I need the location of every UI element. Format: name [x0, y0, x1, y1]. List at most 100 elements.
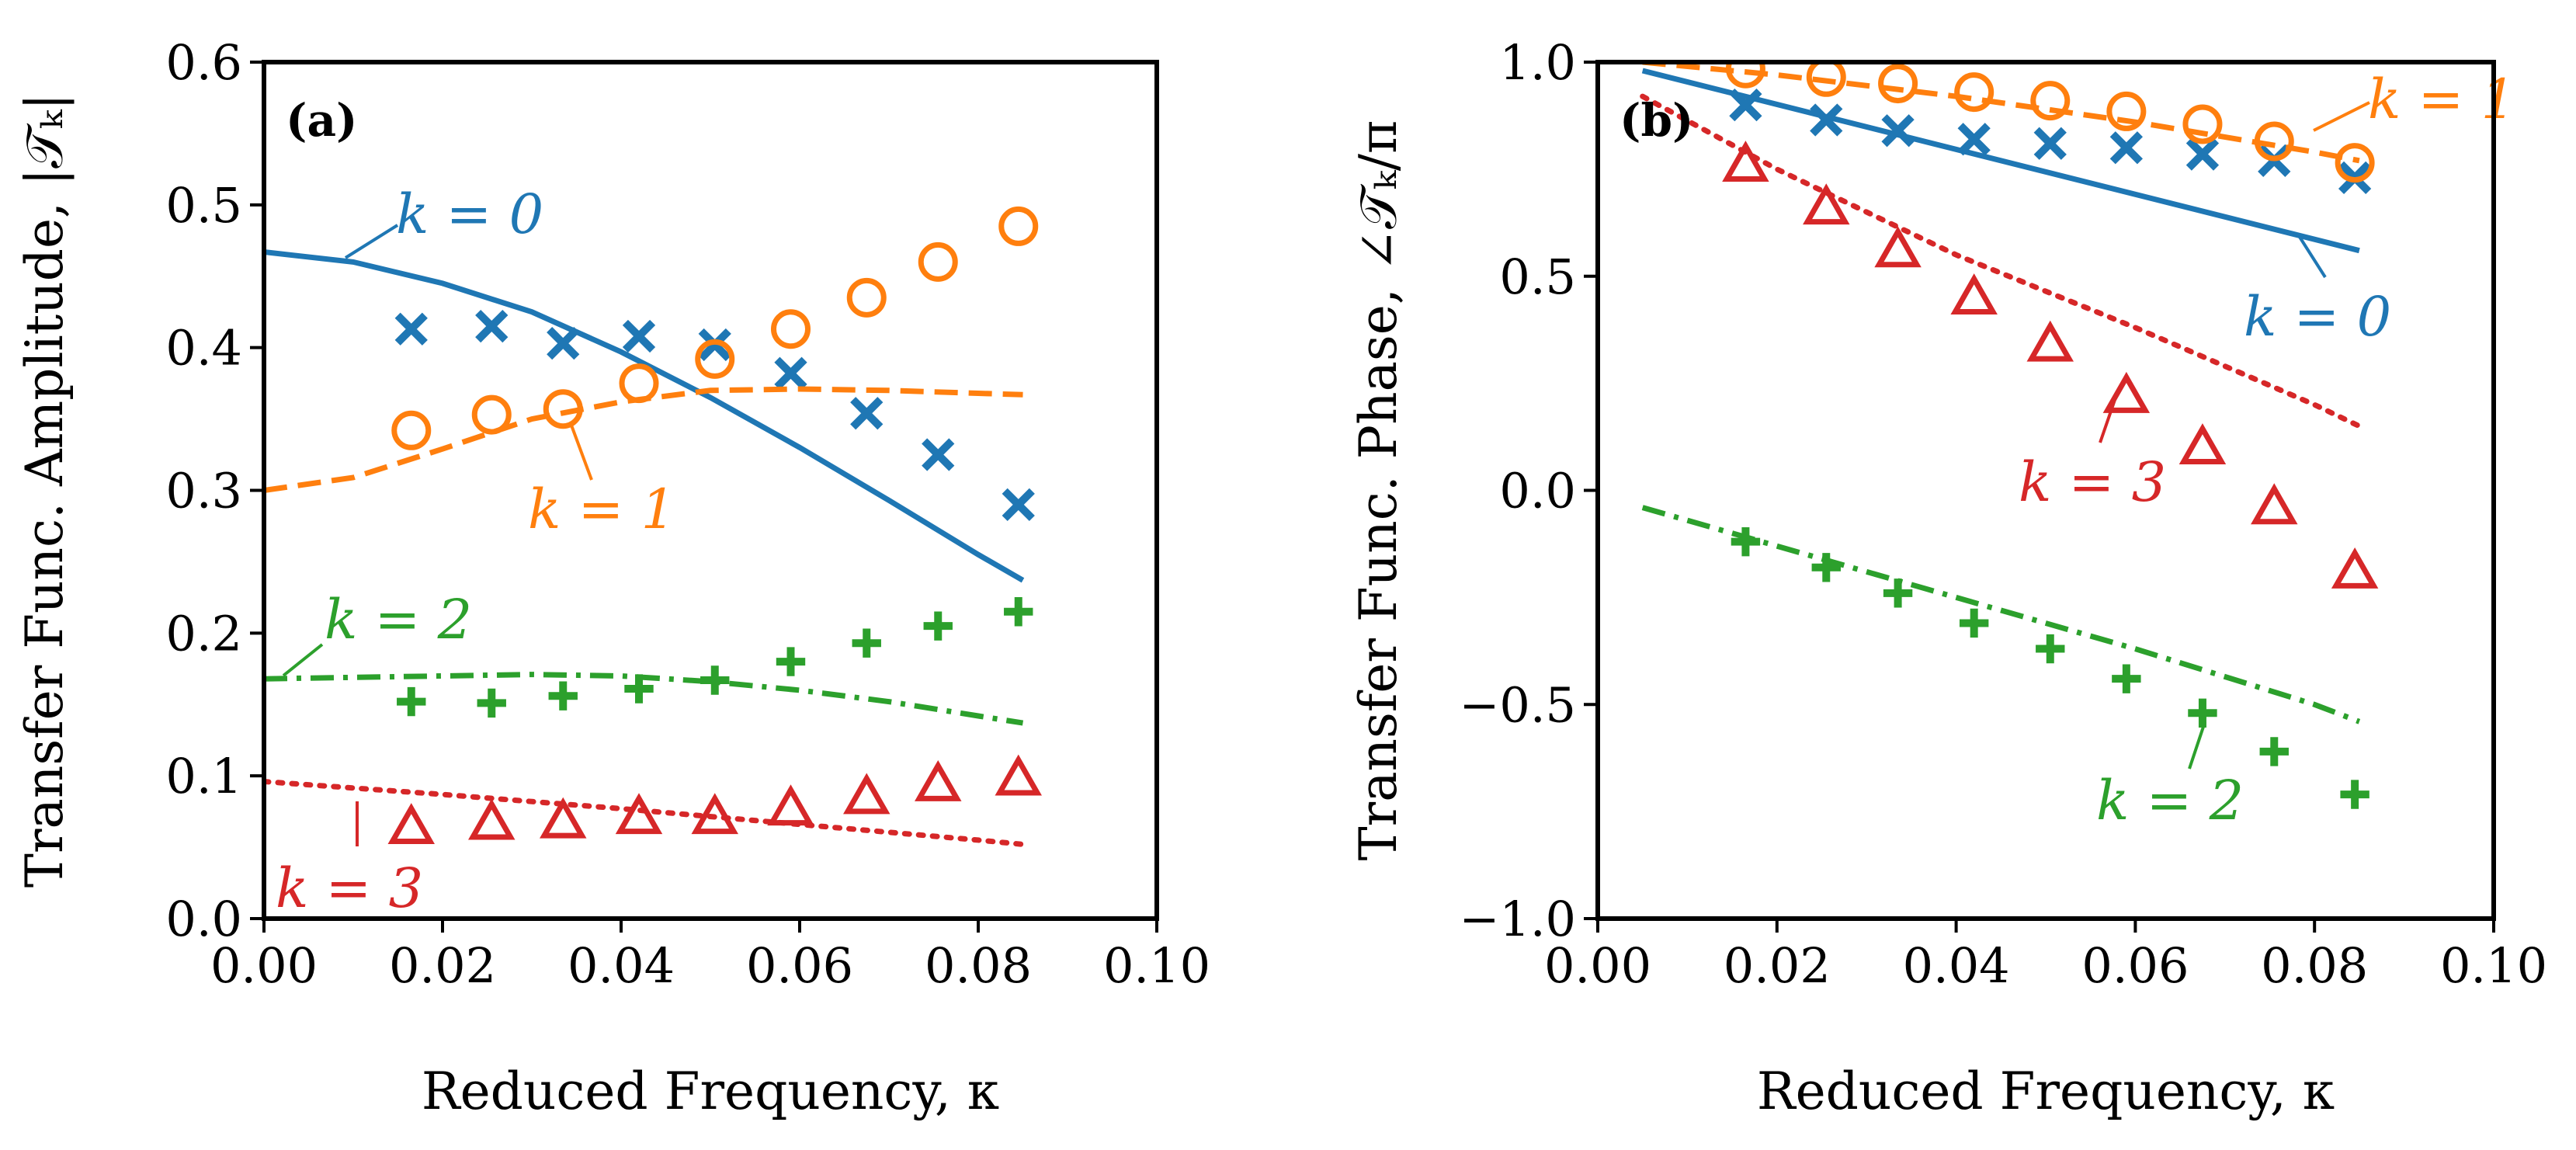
- marker-a-k2-4: [700, 665, 730, 695]
- series-label-b-k2: k = 2: [2096, 769, 2244, 832]
- plot-area-b: [1640, 62, 2379, 809]
- marker-b-k2-5: [2112, 664, 2141, 693]
- marker-b-k3-3: [1950, 273, 1998, 314]
- marker-a-k1-3: [619, 363, 659, 404]
- marker-a-k3-2: [540, 797, 587, 839]
- marker-b-k2-2: [1883, 578, 1913, 608]
- marker-b-k1-6: [2182, 104, 2223, 144]
- marker-b-k1-3: [1954, 72, 1994, 113]
- x-tick-label-b-3: 0.06: [2081, 937, 2189, 994]
- marker-a-k1-5: [771, 309, 811, 349]
- marker-b-k2-1: [1811, 553, 1841, 582]
- marker-b-k1-0: [1725, 62, 1765, 89]
- x-tick-label-a-3: 0.06: [746, 937, 853, 994]
- marker-a-k2-3: [624, 674, 654, 704]
- marker-a-k1-8: [998, 206, 1039, 246]
- panel-a: 0.00 0.02 0.04 0.06 0.08 0.10 0.0 0.1 0.2 0.3 0.4 0…: [15, 34, 1210, 1121]
- x-tick-label-a-2: 0.04: [568, 937, 675, 994]
- y-tick-label-b-4: 1.0: [1499, 34, 1576, 91]
- label-leader-a-k1: [569, 422, 593, 481]
- series-line-a-k3: [264, 779, 1026, 847]
- marker-b-k3-5: [2102, 371, 2151, 413]
- marker-b-k3-8: [2331, 547, 2379, 589]
- plot-area-a: [264, 206, 1042, 847]
- series-label-a-k3: k = 3: [276, 856, 423, 920]
- marker-b-k1-5: [2106, 91, 2147, 131]
- marker-a-k0-0: [394, 312, 428, 346]
- marker-b-k3-0: [1722, 141, 1769, 182]
- marker-a-k2-5: [776, 647, 806, 676]
- axes-frame-a: [262, 60, 1159, 921]
- y-axis-title-b: Transfer Func. Phase, ∠𝒯ₖ/π: [1349, 120, 1408, 861]
- x-axis-title-a: Reduced Frequency, κ: [422, 1061, 999, 1121]
- x-tick-label-a-1: 0.02: [389, 937, 496, 994]
- marker-b-k2-3: [1959, 608, 1989, 638]
- label-leader-b-k1: [2313, 101, 2370, 132]
- x-tick-label-a-0: 0.00: [210, 937, 318, 994]
- y-axis-title-a: Transfer Func. Amplitude, |𝒯ₖ|: [15, 93, 75, 888]
- x-tick-label-a-5: 0.10: [1103, 937, 1210, 994]
- marker-b-k2-4: [2036, 634, 2065, 664]
- marker-b-k1-4: [2030, 81, 2071, 121]
- marker-b-k0-2: [1881, 114, 1915, 148]
- marker-a-k1-0: [391, 410, 432, 450]
- x-tick-label-b-0: 0.00: [1544, 937, 1651, 994]
- panel-label-b: (b): [1620, 94, 1693, 147]
- marker-a-k0-6: [850, 397, 884, 430]
- x-tick-label-b-1: 0.02: [1724, 937, 1831, 994]
- marker-a-k1-1: [471, 394, 512, 435]
- label-leader-a-k2: [282, 643, 324, 677]
- marker-a-k1-4: [695, 339, 735, 379]
- x-tick-label-a-4: 0.08: [925, 937, 1032, 994]
- marker-a-k1-2: [543, 389, 583, 429]
- x-tick-label-b-5: 0.10: [2440, 937, 2547, 994]
- series-line-b-k3: [1640, 93, 2362, 429]
- marker-b-k3-1: [1803, 183, 1850, 225]
- marker-a-k0-3: [622, 319, 656, 353]
- y-tick-label-a-2: 0.2: [165, 605, 242, 662]
- marker-b-k3-7: [2251, 483, 2298, 525]
- y-tick-label-a-4: 0.4: [165, 320, 242, 377]
- marker-b-k0-3: [1957, 123, 1991, 156]
- marker-a-k2-1: [477, 688, 506, 718]
- label-leader-a-k0: [344, 224, 399, 259]
- marker-a-k2-0: [397, 686, 426, 717]
- y-tick-label-a-5: 0.5: [165, 177, 242, 234]
- label-leader-b-k2: [2188, 721, 2206, 770]
- series-label-a-k1: k = 1: [528, 478, 675, 541]
- marker-b-k0-6: [2185, 137, 2220, 171]
- y-tick-label-a-0: 0.0: [165, 891, 242, 947]
- label-leader-b-k0: [2297, 233, 2327, 279]
- marker-b-k1-1: [1806, 62, 1846, 97]
- marker-a-k0-1: [475, 309, 509, 343]
- marker-b-k3-4: [2026, 320, 2074, 362]
- marker-b-k0-5: [2109, 131, 2143, 165]
- marker-b-k0-0: [1729, 89, 1762, 122]
- series-line-a-k0: [264, 249, 1025, 583]
- y-tick-label-a-6: 0.6: [165, 34, 242, 91]
- marker-a-k3-5: [767, 784, 814, 826]
- series-label-b-k0: k = 0: [2244, 285, 2391, 349]
- series-label-b-k1: k = 1: [2368, 68, 2515, 131]
- marker-a-k2-2: [548, 681, 578, 710]
- series-line-b-k1: [1642, 62, 2360, 164]
- series-label-a-k2: k = 2: [325, 588, 472, 651]
- label-leader-b-k3: [2099, 397, 2117, 443]
- marker-a-k0-4: [698, 328, 731, 362]
- x-tick-label-b-2: 0.04: [1903, 937, 2010, 994]
- marker-a-k3-4: [691, 793, 738, 835]
- series-line-a-k2: [264, 672, 1024, 726]
- marker-a-k3-6: [843, 773, 890, 815]
- marker-b-k0-1: [1810, 103, 1843, 137]
- marker-a-k3-1: [468, 798, 516, 840]
- marker-b-k1-8: [2335, 143, 2375, 183]
- y-tick-label-b-0: −1.0: [1459, 891, 1576, 947]
- series-label-a-k0: k = 0: [396, 182, 543, 246]
- series-line-a-k1: [264, 386, 1023, 493]
- marker-b-k2-7: [2259, 737, 2289, 766]
- marker-a-k2-6: [852, 628, 881, 658]
- marker-a-k2-7: [923, 611, 953, 641]
- panel-b: 0.00 0.02 0.04 0.06 0.08 0.10 −1.0 −0.5 0.0 0.5 1.…: [1349, 34, 2547, 1121]
- x-axis-title-b: Reduced Frequency, κ: [1757, 1061, 2335, 1121]
